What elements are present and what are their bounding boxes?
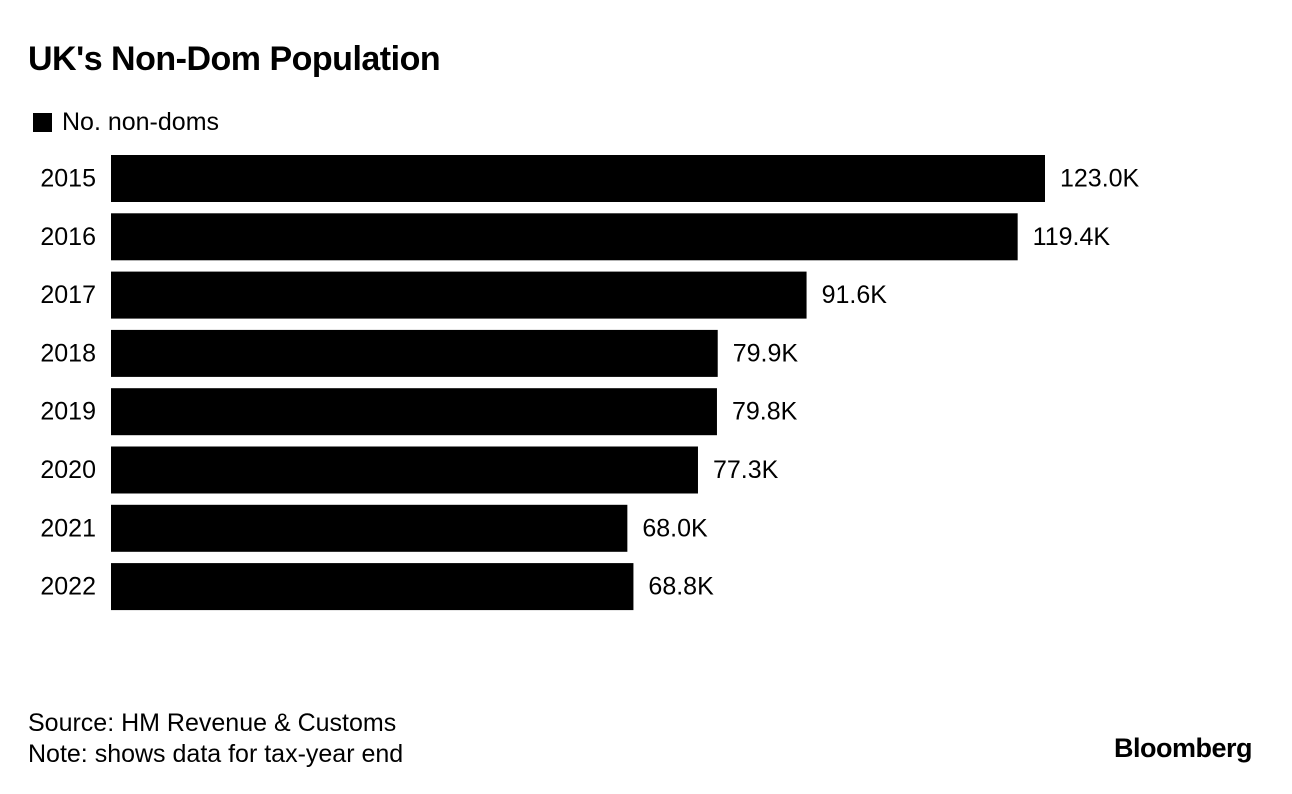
bar-2022	[111, 563, 634, 611]
footer: Source: HM Revenue & Customs Note: shows…	[28, 708, 403, 770]
category-label: 2022	[40, 573, 96, 601]
source-note: Source: HM Revenue & Customs	[28, 709, 397, 737]
value-label: 79.8K	[732, 398, 798, 426]
bar-2020	[111, 446, 698, 494]
value-label: 123.0K	[1060, 165, 1140, 193]
bar-2019	[111, 388, 717, 436]
category-label: 2015	[40, 165, 96, 193]
category-label: 2018	[40, 339, 96, 367]
value-label: 119.4K	[1033, 223, 1111, 251]
bar-2017	[111, 271, 807, 319]
value-label: 68.0K	[642, 514, 708, 542]
legend: No. non-doms	[33, 107, 219, 137]
bar-2016	[111, 213, 1018, 261]
bar-2021	[111, 504, 628, 552]
category-label: 2021	[40, 514, 96, 542]
legend-swatch	[33, 112, 52, 132]
category-label: 2017	[40, 281, 96, 309]
chart-title: UK's Non-Dom Population	[28, 40, 441, 78]
value-label: 68.8K	[648, 573, 714, 601]
category-label: 2019	[40, 398, 96, 426]
bloomberg-logo: Bloomberg	[1113, 733, 1253, 763]
bar-2015	[111, 155, 1045, 202]
legend-label: No. non-doms	[62, 107, 220, 136]
category-label: 2020	[40, 456, 96, 484]
value-label: 79.9K	[733, 339, 799, 367]
bar-2018	[111, 329, 718, 377]
value-label: 91.6K	[822, 281, 888, 309]
value-label: 77.3K	[713, 456, 779, 484]
category-label: 2016	[40, 223, 96, 251]
footnote: Note: shows data for tax-year end	[28, 740, 404, 768]
